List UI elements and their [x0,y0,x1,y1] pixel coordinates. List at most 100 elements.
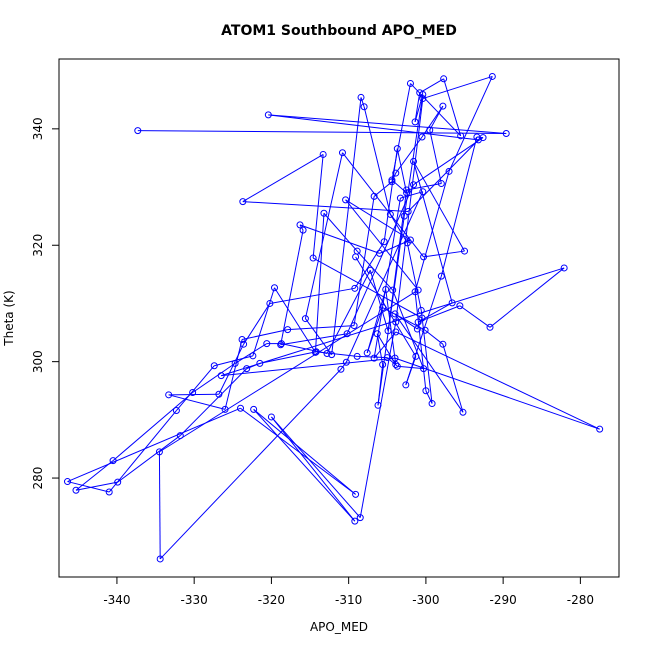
data-point [323,350,331,358]
series-line-segment [259,351,317,364]
data-point [176,432,184,440]
series-line-segment [304,318,333,355]
series-line-segment [400,191,423,199]
series-line-segment [395,331,600,430]
data-point [352,253,360,261]
data-point [461,247,469,255]
x-tick-label: -310 [335,593,362,607]
data-point [418,314,426,322]
data-point [376,249,384,257]
series-line-segment [389,214,408,244]
series-line-segment [271,416,361,518]
data-point [231,359,239,367]
data-point [392,318,400,326]
series-line-segment [287,325,355,331]
data-point [502,129,510,137]
data-point [351,284,359,292]
data-point [379,361,387,369]
data-point [312,348,320,356]
data-point [353,352,361,360]
data-point [391,354,399,362]
data-point [264,111,272,119]
series-line-segment [414,92,421,122]
data-point [403,189,411,197]
data-point [596,425,604,433]
data-point [440,75,448,83]
plot-frame [58,58,620,578]
data-point [459,408,467,416]
data-point [560,264,568,272]
series-line-segment [413,161,453,303]
series-line-segment [422,75,493,100]
data-point [411,118,419,126]
data-point [426,126,434,134]
series-line-segment [417,302,453,323]
series-line-segment [108,410,177,493]
series-line-segment [75,481,118,491]
series-line-segment [242,201,409,212]
series-line-segment [425,390,433,404]
series-line-segment [413,137,484,186]
data-point [420,365,428,373]
data-point [413,325,421,333]
data-point [393,145,401,153]
series-line-segment [159,368,342,560]
data-point [266,299,274,307]
data-point [256,359,264,367]
data-point [437,180,445,188]
data-point [296,221,304,229]
series-line-segment [112,392,193,461]
series-line-segment [420,310,433,404]
data-point [428,400,436,408]
series-line-segment [316,351,358,357]
series-line-segment [395,136,423,174]
data-point [243,365,251,373]
series-line-segment [168,394,226,410]
series-line-segment [192,362,236,393]
series-line-segment [158,451,161,559]
data-point [215,390,223,398]
series-line-segment [274,287,316,353]
data-point [402,381,410,389]
series-line-segment [345,191,424,363]
series-line-segment [424,329,444,345]
series-line-segment [407,139,479,212]
data-point [370,192,378,200]
data-point [410,181,418,189]
data-point [396,194,404,202]
data-point [439,102,447,110]
series-line-segment [395,98,424,323]
y-tick-label: 280 [31,467,45,490]
series-line-segment [269,287,355,304]
data-point [105,488,113,496]
data-point [352,490,360,498]
series-line-segment [331,97,362,355]
data-point [165,391,173,399]
series-line-segment [383,148,398,242]
series-line-segment [405,356,417,386]
series-line-segment [423,250,465,258]
series-line-segment [253,409,356,522]
data-point [342,196,350,204]
data-point [237,404,245,412]
series-line-segment [240,407,356,495]
data-point [360,103,368,111]
data-point [379,304,387,312]
series-line-segment [242,154,324,203]
data-point [338,149,346,157]
series-line-segment [459,305,491,328]
data-point [439,340,447,348]
series-line-segment [280,333,348,346]
data-point [486,323,494,331]
data-point [456,302,464,310]
x-tick-label: -340 [103,593,130,607]
data-point [210,362,218,370]
data-point [350,322,358,330]
data-point [267,413,275,421]
data-point [488,72,496,80]
data-point [156,555,164,563]
data-point [309,254,317,262]
data-point [370,354,378,362]
x-tick-label: -330 [181,593,208,607]
